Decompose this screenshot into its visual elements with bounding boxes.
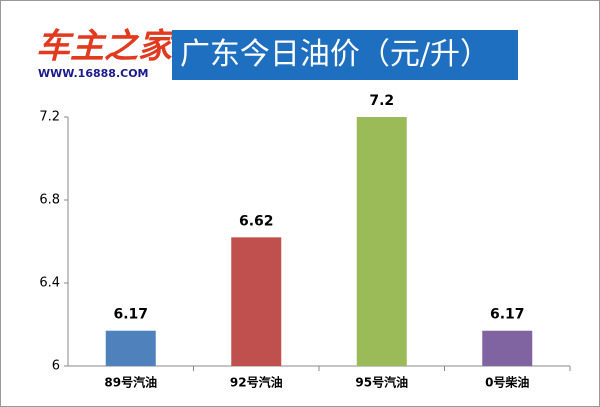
x-tick-label: 89号汽油 <box>104 375 157 390</box>
y-tick-label: 6.4 <box>39 276 60 291</box>
bar <box>231 237 282 366</box>
bar <box>105 330 156 366</box>
logo-url: WWW.16888.COM <box>38 67 149 80</box>
value-label: 6.17 <box>490 307 525 323</box>
x-tick-label: 92号汽油 <box>230 375 283 390</box>
chart-title: 广东今日油价（元/升） <box>180 37 490 72</box>
value-label: 7.2 <box>369 93 394 109</box>
y-tick-label: 6 <box>52 359 60 374</box>
x-tick-label: 0号柴油 <box>485 375 529 390</box>
y-tick-label: 6.8 <box>39 193 60 208</box>
x-tick-label: 95号汽油 <box>355 375 408 390</box>
logo-name: 车主之家 <box>36 27 177 67</box>
value-label: 6.62 <box>239 213 274 229</box>
bar <box>482 330 533 366</box>
y-tick-label: 7.2 <box>39 110 60 125</box>
title-box <box>172 30 518 80</box>
value-label: 6.17 <box>113 307 148 323</box>
bar <box>356 117 407 366</box>
